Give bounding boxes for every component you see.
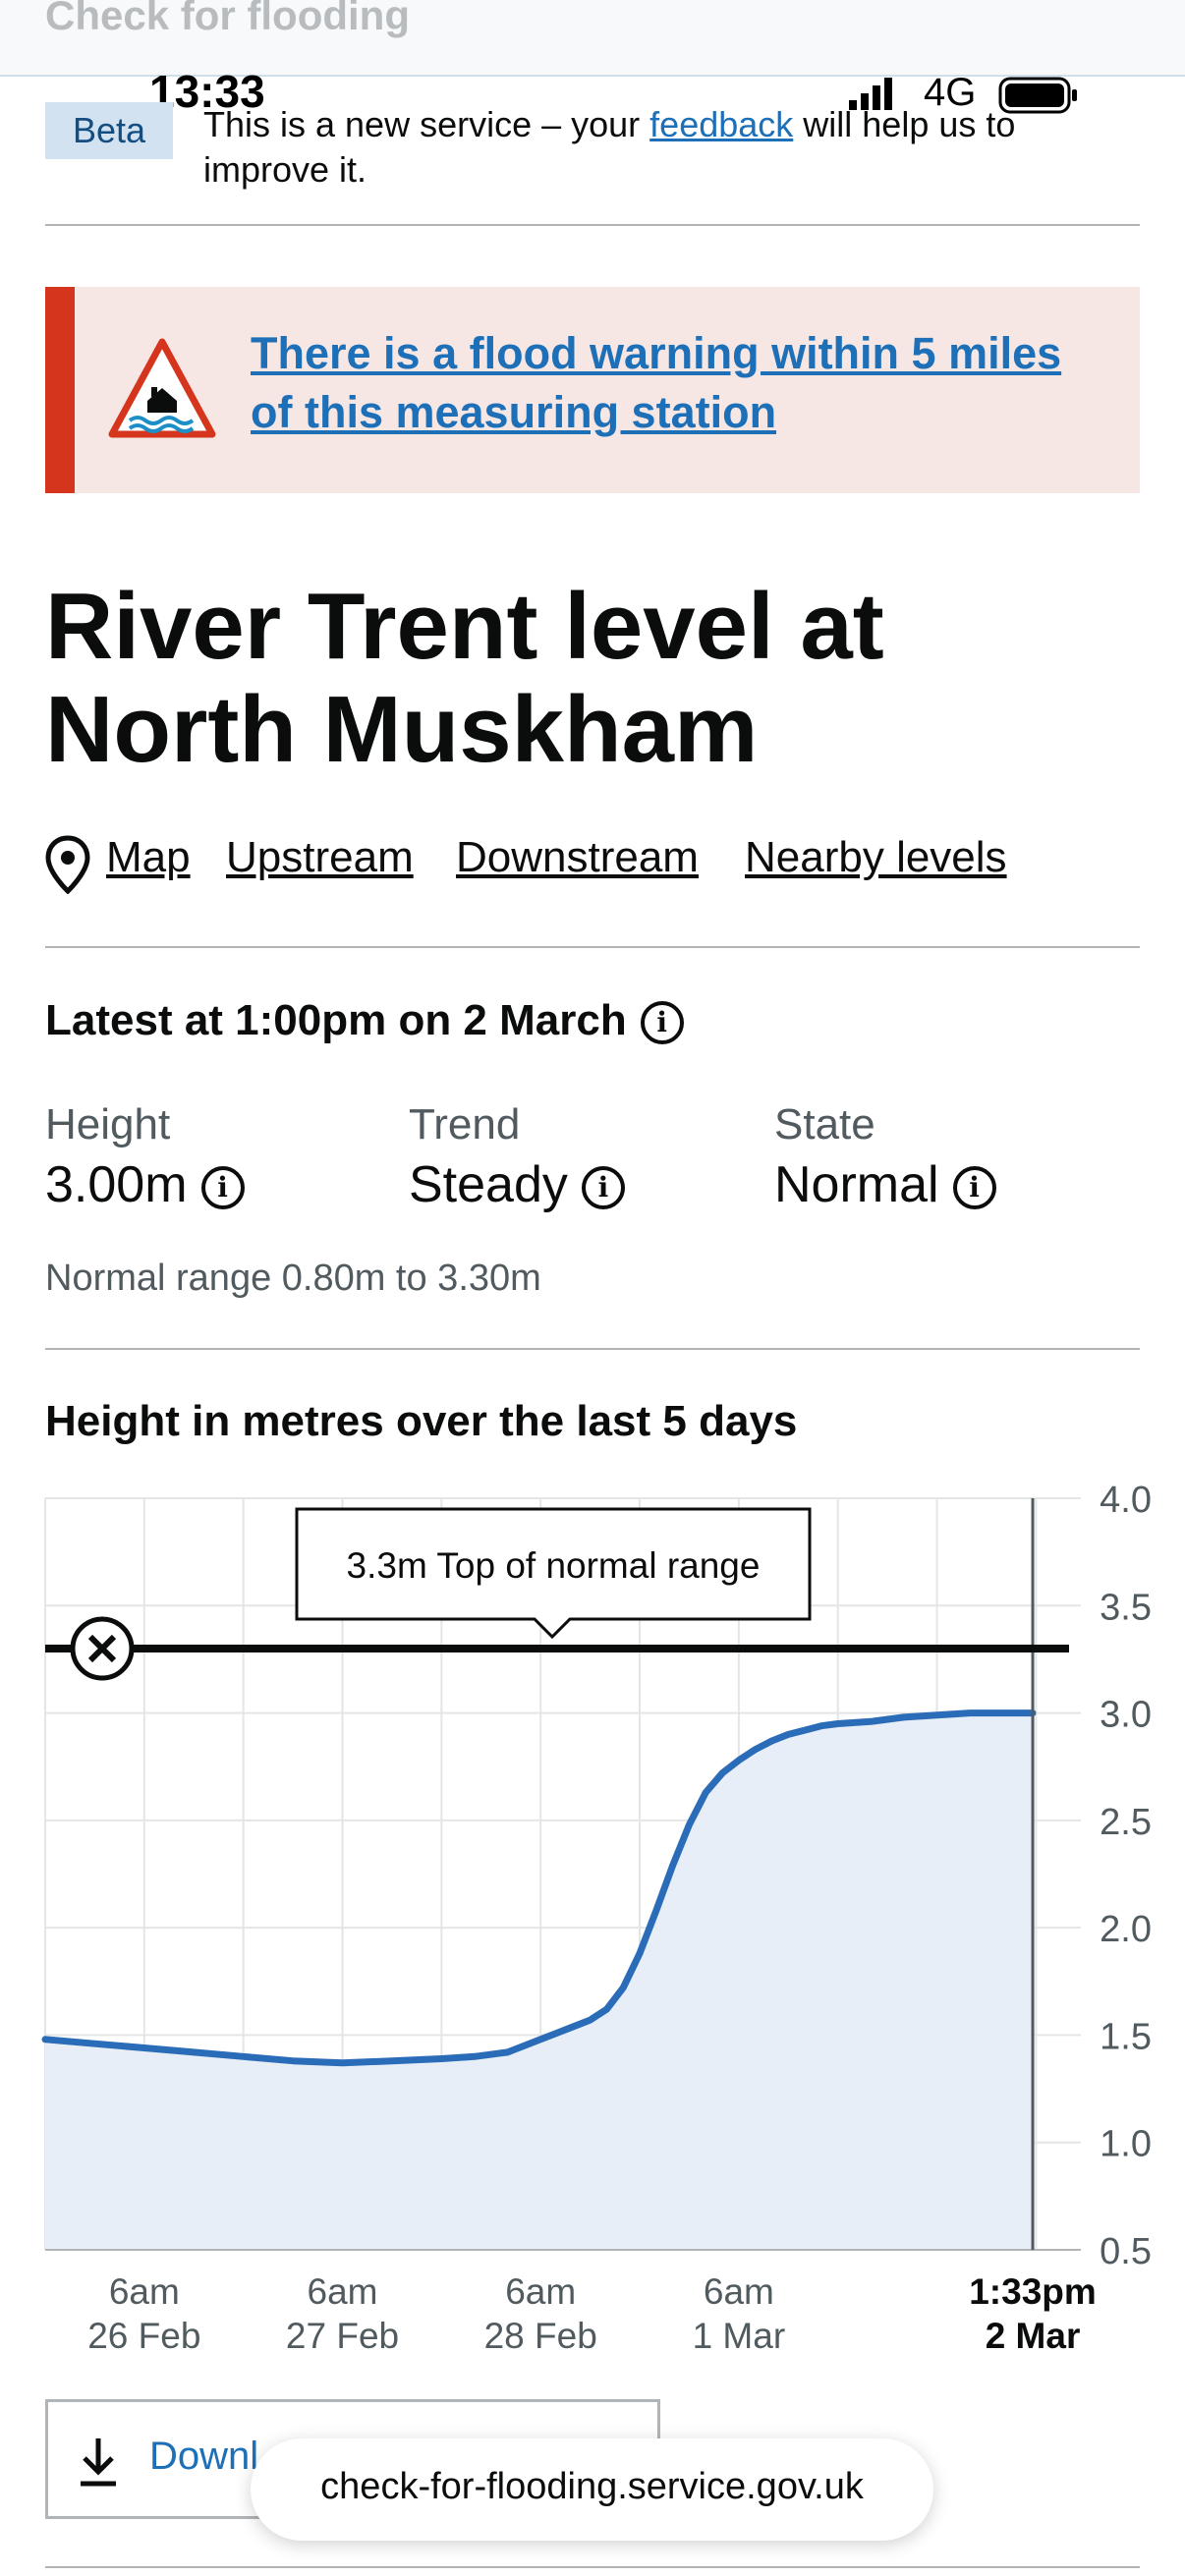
flood-warning-banner — [45, 287, 1140, 493]
feedback-link[interactable]: feedback — [649, 104, 794, 144]
url-text: check-for-flooding.service.gov.uk — [320, 2466, 864, 2507]
info-icon[interactable]: i — [581, 1166, 625, 1210]
divider — [45, 224, 1140, 226]
site-title[interactable]: Check for flooding — [45, 0, 410, 38]
x-tick-label: 6am — [109, 2271, 180, 2312]
flood-warning-link[interactable]: There is a flood warning within 5 miles … — [251, 328, 1062, 437]
beta-banner-text: This is a new service – your feedback wi… — [203, 102, 1127, 193]
flood-warning-icon — [106, 336, 218, 445]
state-value: Normal i — [774, 1155, 996, 1214]
latest-title-text: Latest at 1:00pm on 2 March — [45, 996, 627, 1044]
height-label: Height — [45, 1100, 171, 1148]
beta-text-before: This is a new service – your — [203, 104, 650, 144]
latest-reading-title: Latest at 1:00pm on 2 March i — [45, 996, 684, 1045]
x-tick-label: 28 Feb — [484, 2316, 597, 2356]
divider — [45, 946, 1140, 948]
signal-icon — [847, 77, 906, 117]
y-tick-label: 1.5 — [1100, 2016, 1152, 2057]
nearby-levels-link[interactable]: Nearby levels — [745, 833, 1007, 881]
x-tick-label: 1 Mar — [693, 2316, 786, 2356]
x-tick-label: 1:33pm — [969, 2271, 1097, 2312]
river-level-chart[interactable]: 4.0 3.5 3.0 2.5 2.0 1.5 1.0 0.5 3.3m Top of norm… — [0, 1474, 1185, 2358]
divider — [45, 2566, 1140, 2568]
y-tick-label: 2.5 — [1100, 1802, 1152, 1843]
chart-title: Height in metres over the last 5 days — [45, 1397, 798, 1445]
map-pin-icon — [45, 835, 90, 899]
info-icon[interactable]: i — [200, 1166, 245, 1210]
threshold-label-box — [295, 1507, 812, 1640]
download-icon — [75, 2435, 122, 2494]
beta-tag: Beta — [45, 102, 173, 159]
normal-range-text: Normal range 0.80m to 3.30m — [45, 1258, 541, 1299]
threshold-close-cross — [87, 1634, 117, 1663]
trend-label: Trend — [409, 1100, 521, 1148]
threshold-label: 3.3m Top of normal range — [347, 1545, 761, 1586]
page-title: River Trent level at North Muskham — [45, 574, 884, 782]
x-tick-label: 26 Feb — [87, 2316, 200, 2356]
downstream-link[interactable]: Downstream — [456, 833, 699, 881]
level-area — [45, 1712, 1033, 2250]
download-label: Downl — [149, 2435, 259, 2478]
level-line — [41, 1709, 1037, 2067]
warning-accent-bar — [45, 287, 75, 493]
height-value-text: 3.00m — [45, 1156, 188, 1213]
network-label: 4G — [924, 71, 977, 114]
y-tick-label: 4.0 — [1100, 1480, 1152, 1521]
battery-icon — [998, 77, 1081, 121]
x-tick-label: 6am — [505, 2271, 576, 2312]
upstream-link[interactable]: Upstream — [226, 833, 414, 881]
info-icon[interactable]: i — [952, 1166, 996, 1210]
y-tick-label: 1.0 — [1100, 2124, 1152, 2165]
y-tick-label: 2.0 — [1100, 1909, 1152, 1950]
beta-text-after: will help us to improve it. — [203, 104, 1016, 190]
state-value-text: Normal — [774, 1156, 939, 1213]
trend-value-text: Steady — [409, 1156, 568, 1213]
info-icon[interactable]: i — [640, 1001, 684, 1045]
browser-url-bar[interactable] — [251, 2438, 933, 2541]
y-tick-label: 3.0 — [1100, 1695, 1152, 1736]
height-value: 3.00m i — [45, 1155, 245, 1214]
site-header — [0, 0, 1185, 77]
trend-value: Steady i — [409, 1155, 625, 1214]
x-tick-label: 6am — [308, 2271, 378, 2312]
state-label: State — [774, 1100, 875, 1148]
x-tick-label: 2 Mar — [986, 2316, 1081, 2356]
x-tick-label: 27 Feb — [286, 2316, 399, 2356]
divider — [45, 1348, 1140, 1350]
y-tick-label: 3.5 — [1100, 1587, 1152, 1628]
y-tick-label: 0.5 — [1100, 2231, 1152, 2272]
map-link[interactable]: Map — [106, 833, 191, 881]
x-tick-label: 6am — [704, 2271, 774, 2312]
